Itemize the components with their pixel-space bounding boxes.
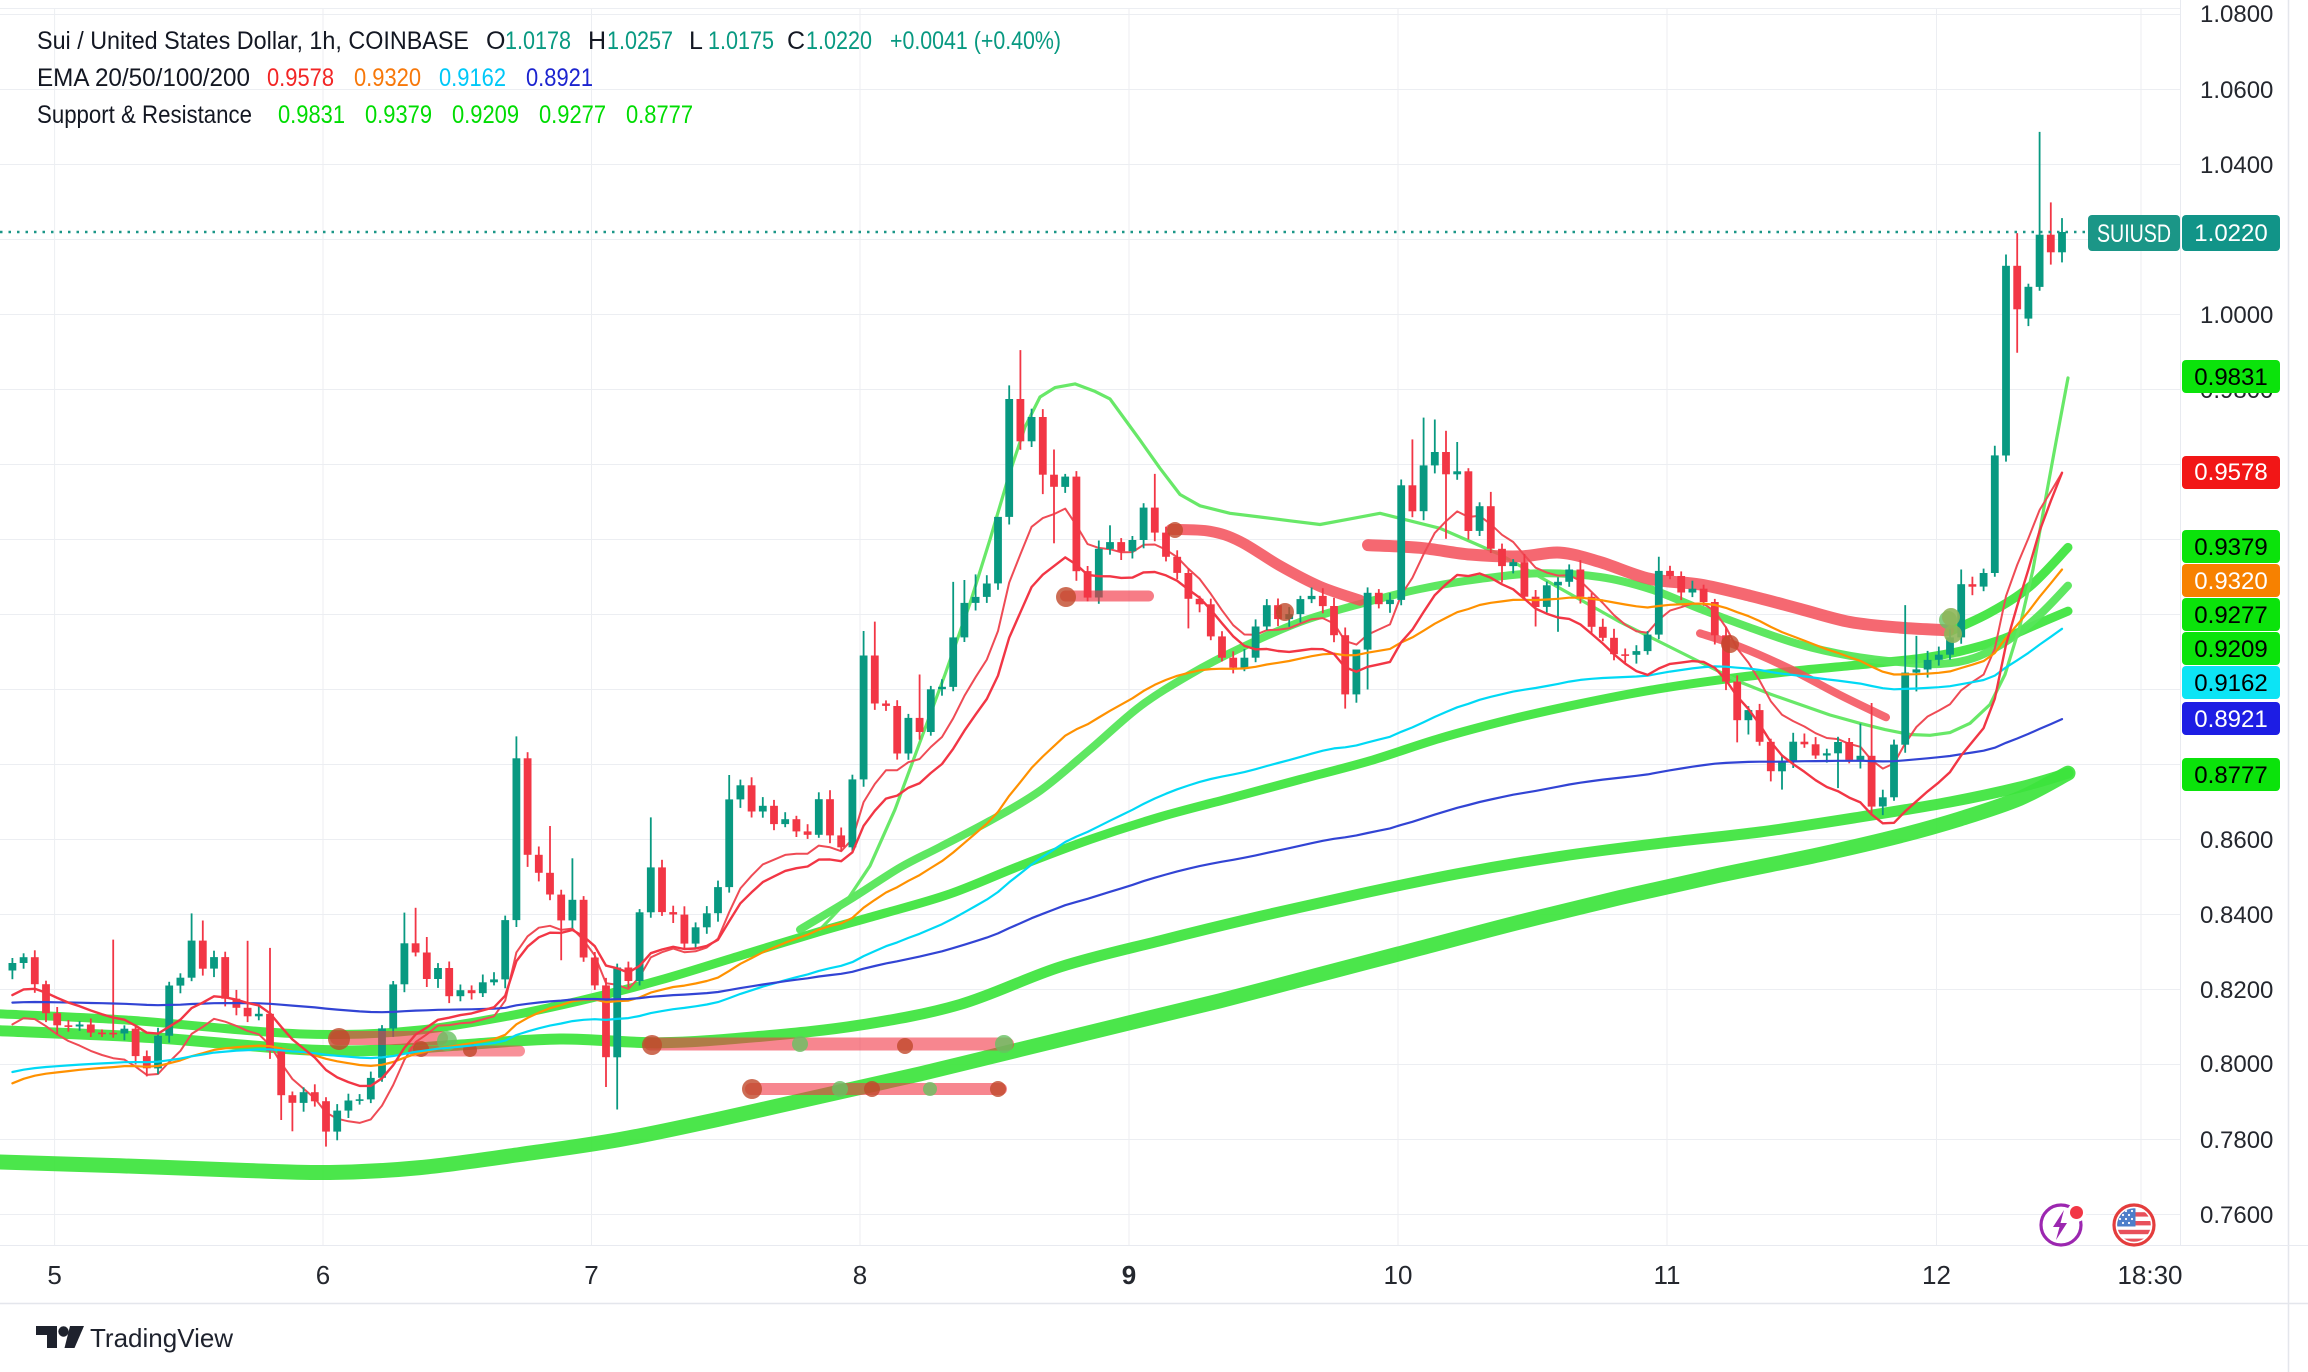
svg-text:H: H — [588, 27, 606, 55]
svg-text:0.9831: 0.9831 — [278, 101, 345, 129]
svg-text:1.0178: 1.0178 — [505, 27, 571, 55]
svg-text:7: 7 — [584, 1260, 598, 1290]
svg-text:0.8777: 0.8777 — [2194, 762, 2267, 789]
svg-text:0.8777: 0.8777 — [626, 101, 693, 129]
svg-text:0.7800: 0.7800 — [2200, 1127, 2273, 1154]
svg-text:6: 6 — [316, 1260, 330, 1290]
svg-text:1.0175: 1.0175 — [708, 27, 774, 55]
svg-text:C: C — [787, 27, 805, 55]
svg-text:0.9578: 0.9578 — [267, 64, 334, 92]
svg-text:EMA 20/50/100/200: EMA 20/50/100/200 — [37, 64, 250, 92]
svg-text:0.9162: 0.9162 — [439, 64, 506, 92]
svg-text:0.9578: 0.9578 — [2194, 459, 2267, 486]
svg-text:Sui / United States Dollar, 1h: Sui / United States Dollar, 1h, COINBASE — [37, 27, 469, 55]
svg-text:0.9209: 0.9209 — [452, 101, 519, 129]
svg-text:1.0600: 1.0600 — [2200, 77, 2273, 104]
svg-text:+0.0041 (+0.40%): +0.0041 (+0.40%) — [890, 27, 1061, 55]
svg-text:0.9162: 0.9162 — [2194, 670, 2267, 697]
svg-text:0.8200: 0.8200 — [2200, 977, 2273, 1004]
svg-text:5: 5 — [47, 1260, 61, 1290]
svg-text:O: O — [486, 27, 505, 55]
svg-text:10: 10 — [1384, 1260, 1413, 1290]
svg-text:0.7600: 0.7600 — [2200, 1202, 2273, 1229]
svg-text:0.9831: 0.9831 — [2194, 364, 2267, 391]
svg-text:1.0800: 1.0800 — [2200, 1, 2273, 28]
svg-text:0.9379: 0.9379 — [2194, 534, 2267, 561]
svg-text:0.9209: 0.9209 — [2194, 636, 2267, 663]
svg-text:0.8000: 0.8000 — [2200, 1051, 2273, 1078]
svg-text:0.8921: 0.8921 — [526, 64, 593, 92]
svg-text:1.0000: 1.0000 — [2200, 302, 2273, 329]
svg-text:8: 8 — [853, 1260, 867, 1290]
svg-text:1.0220: 1.0220 — [2194, 220, 2267, 247]
svg-text:18:30: 18:30 — [2117, 1260, 2182, 1290]
svg-text:0.8921: 0.8921 — [2194, 706, 2267, 733]
svg-text:TradingView: TradingView — [90, 1323, 233, 1353]
svg-text:0.8600: 0.8600 — [2200, 827, 2273, 854]
svg-text:9: 9 — [1122, 1260, 1136, 1290]
svg-text:1.0257: 1.0257 — [607, 27, 673, 55]
svg-text:0.9277: 0.9277 — [2194, 602, 2267, 629]
svg-text:1.0400: 1.0400 — [2200, 152, 2273, 179]
svg-text:SUIUSD: SUIUSD — [2097, 220, 2171, 248]
svg-text:12: 12 — [1922, 1260, 1951, 1290]
svg-text:1.0220: 1.0220 — [806, 27, 872, 55]
svg-text:0.9379: 0.9379 — [365, 101, 432, 129]
svg-text:0.9277: 0.9277 — [539, 101, 606, 129]
svg-text:0.9320: 0.9320 — [2194, 568, 2267, 595]
svg-text:0.9320: 0.9320 — [354, 64, 421, 92]
svg-text:L: L — [689, 27, 703, 55]
svg-text:11: 11 — [1654, 1260, 1681, 1290]
svg-text:0.8400: 0.8400 — [2200, 902, 2273, 929]
svg-text:Support & Resistance: Support & Resistance — [37, 101, 252, 129]
